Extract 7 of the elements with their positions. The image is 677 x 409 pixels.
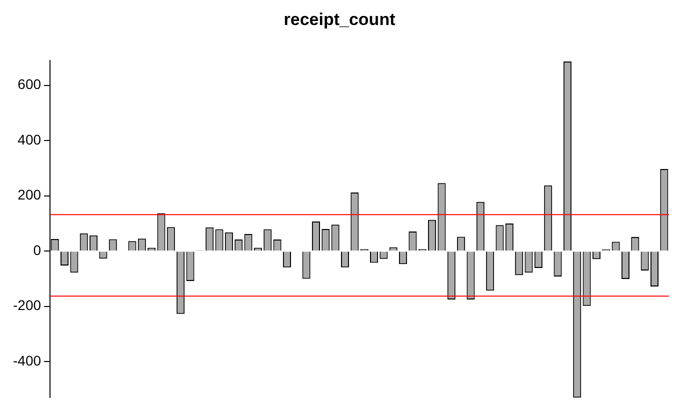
y-tick-label: -200 (12, 297, 42, 314)
y-tick-label: 400 (18, 131, 42, 148)
y-tick-label: -400 (12, 352, 42, 369)
chart-title: receipt_count (284, 10, 396, 29)
y-tick-label: 0 (33, 242, 42, 258)
y-tick-label: 600 (18, 76, 42, 92)
y-tick-label: 200 (18, 186, 42, 203)
